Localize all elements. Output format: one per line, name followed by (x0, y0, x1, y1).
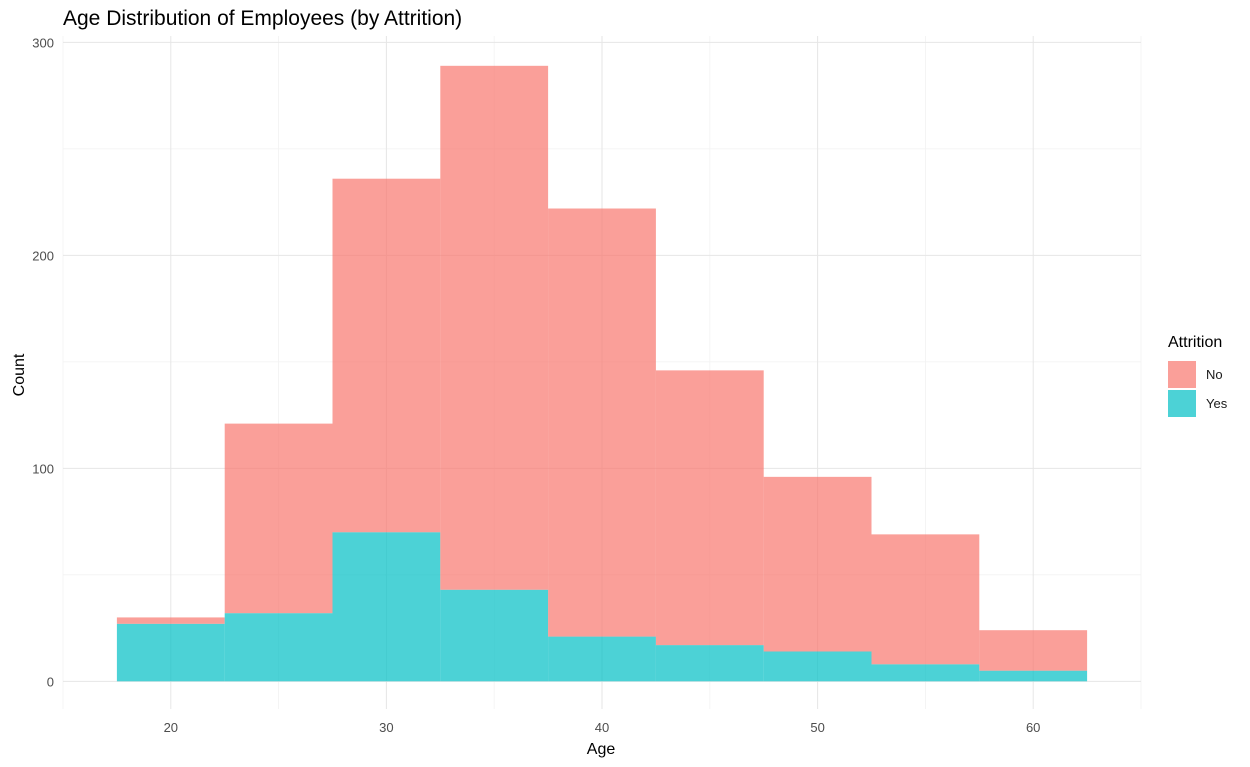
y-tick-label: 200 (32, 248, 54, 263)
bar-yes (224, 613, 333, 682)
legend-item-no: No (1168, 360, 1227, 389)
bar-no (548, 208, 656, 637)
y-axis-title: Count (11, 353, 28, 396)
bar-yes (655, 645, 764, 682)
y-tick-label: 100 (32, 461, 54, 476)
bar-yes (548, 636, 656, 682)
x-tick-label: 20 (164, 720, 178, 735)
bar-no (763, 476, 872, 652)
bar-no (440, 65, 549, 590)
legend-key-yes (1168, 390, 1196, 417)
y-tick-label: 300 (32, 35, 54, 50)
legend: Attrition No Yes (1168, 334, 1227, 418)
bar-no (332, 178, 441, 533)
bar-yes (332, 532, 441, 682)
histogram-bars (116, 65, 1088, 682)
bar-no (116, 617, 225, 624)
x-tick-label: 30 (379, 720, 393, 735)
y-tick-label: 0 (47, 674, 54, 689)
bar-yes (763, 651, 872, 682)
bar-yes (871, 664, 980, 682)
chart-title: Age Distribution of Employees (by Attrit… (63, 7, 463, 30)
legend-item-yes: Yes (1168, 389, 1227, 418)
bar-yes (979, 670, 1088, 682)
x-axis-title: Age (587, 741, 616, 758)
x-tick-label: 50 (810, 720, 824, 735)
bar-no (655, 370, 764, 646)
bar-no (224, 423, 333, 614)
legend-label-yes: Yes (1206, 396, 1228, 411)
legend-title: Attrition (1168, 334, 1223, 351)
x-tick-label: 60 (1026, 720, 1040, 735)
legend-label-no: No (1206, 367, 1223, 382)
axis-tick-labels: 20 30 40 50 60 0 100 200 300 (32, 35, 1040, 735)
legend-key-no (1168, 361, 1196, 388)
bar-yes (116, 623, 225, 682)
bar-yes (440, 589, 549, 682)
bar-no (871, 534, 980, 665)
x-tick-label: 40 (595, 720, 609, 735)
bar-no (979, 630, 1088, 671)
